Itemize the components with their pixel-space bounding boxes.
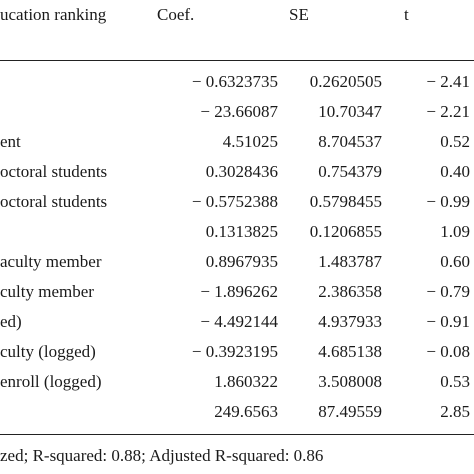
row-se: 1.483787: [318, 252, 382, 271]
row-coef: 0.8967935: [205, 252, 278, 271]
row-se: 10.70347: [318, 102, 382, 121]
row-t: − 0.79: [426, 282, 470, 301]
row-coef: − 4.492144: [200, 312, 278, 331]
row-t: − 0.08: [426, 342, 470, 361]
header-variable: ucation ranking: [0, 5, 107, 24]
row-coef: 249.6563: [214, 402, 278, 421]
row-se: 0.754379: [318, 162, 382, 181]
row-t: − 0.91: [426, 312, 470, 331]
row-t: 0.60: [440, 252, 470, 271]
header-coef: Coef.: [157, 5, 195, 24]
row-coef: − 23.66087: [200, 102, 278, 121]
row-coef: 1.860322: [214, 372, 278, 391]
row-t: 0.40: [440, 162, 470, 181]
row-se: 0.5798455: [309, 192, 382, 211]
row-label: ed): [0, 312, 22, 331]
row-t: 0.52: [440, 132, 470, 151]
row-se: 2.386358: [318, 282, 382, 301]
row-coef: 0.1313825: [205, 222, 278, 241]
header-t: t: [404, 5, 409, 24]
row-t: − 0.99: [426, 192, 470, 211]
row-t: 0.53: [440, 372, 470, 391]
row-se: 0.2620505: [309, 72, 382, 91]
row-coef: − 0.6323735: [191, 72, 278, 91]
row-label: octoral students: [0, 192, 108, 211]
row-label: enroll (logged): [0, 372, 102, 391]
row-coef: − 0.3923195: [191, 342, 278, 361]
row-se: 4.937933: [318, 312, 382, 331]
bottom-rule: [0, 434, 474, 435]
row-label: culty member: [0, 282, 94, 301]
row-t: 1.09: [440, 222, 470, 241]
row-se: 3.508008: [318, 372, 382, 391]
row-label: octoral students: [0, 162, 108, 181]
row-label: aculty member: [0, 252, 102, 271]
row-coef: − 0.5752388: [191, 192, 278, 211]
row-t: − 2.41: [426, 72, 470, 91]
row-label: culty (logged): [0, 342, 96, 361]
header-rule: [0, 60, 474, 61]
row-se: 8.704537: [318, 132, 382, 151]
row-coef: 0.3028436: [205, 162, 278, 181]
row-se: 87.49559: [318, 402, 382, 421]
row-t: − 2.21: [426, 102, 470, 121]
row-coef: 4.51025: [222, 132, 278, 151]
row-se: 4.685138: [318, 342, 382, 361]
row-se: 0.1206855: [309, 222, 382, 241]
row-coef: − 1.896262: [200, 282, 278, 301]
row-label: ent: [0, 132, 21, 151]
row-t: 2.85: [440, 402, 470, 421]
header-se: SE: [289, 5, 309, 24]
model-fit-note: zed; R-squared: 0.88; Adjusted R-squared…: [0, 446, 324, 465]
